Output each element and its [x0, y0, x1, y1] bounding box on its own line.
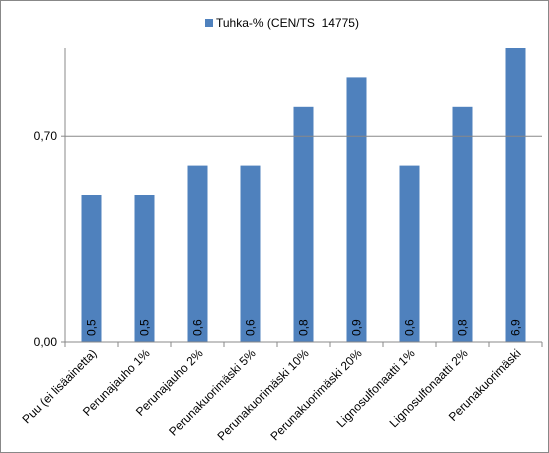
value-label: 0,8 — [456, 319, 470, 336]
legend-swatch — [205, 19, 213, 27]
value-label: 6,9 — [509, 319, 523, 336]
value-label: 0,6 — [191, 319, 205, 336]
value-label: 0,5 — [85, 319, 99, 336]
bar — [187, 165, 208, 342]
bar — [346, 77, 367, 342]
bar — [134, 195, 155, 342]
y-tick-label: 0,70 — [34, 129, 58, 143]
value-label: 0,6 — [403, 319, 417, 336]
bar — [81, 195, 102, 342]
value-label: 0,6 — [244, 319, 258, 336]
bar — [452, 106, 473, 342]
bar — [293, 106, 314, 342]
bar — [240, 165, 261, 342]
plot-area — [81, 48, 526, 342]
y-tick-label: 0,00 — [34, 335, 58, 349]
value-label: 0,8 — [297, 319, 311, 336]
value-label: 0,5 — [138, 319, 152, 336]
legend-label: Tuhka-% (CEN/TS 14775) — [216, 16, 359, 30]
value-label: 0,9 — [350, 319, 364, 336]
bar — [399, 165, 420, 342]
bar — [505, 48, 526, 342]
